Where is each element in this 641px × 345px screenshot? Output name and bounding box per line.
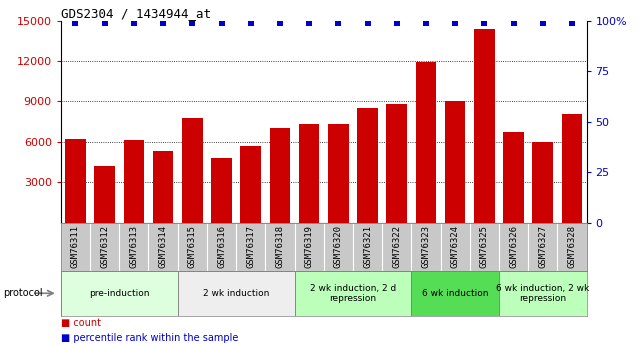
Text: GSM76321: GSM76321 [363,225,372,268]
Text: GSM76326: GSM76326 [509,225,518,268]
Bar [499,271,587,316]
Text: GSM76316: GSM76316 [217,225,226,268]
Text: GSM76314: GSM76314 [158,225,167,268]
Point [275,20,285,26]
Point [479,20,490,26]
Bar [299,124,319,223]
Point [362,20,372,26]
Text: GSM76315: GSM76315 [188,225,197,268]
Text: GSM76312: GSM76312 [100,225,109,268]
Text: pre-induction: pre-induction [89,289,149,298]
Bar [503,132,524,223]
Bar [387,104,407,223]
Bar [415,62,436,223]
Text: protocol: protocol [3,288,43,298]
Bar [294,271,412,316]
Text: ■ count: ■ count [61,318,101,328]
Point [187,20,197,26]
Point [420,20,431,26]
Bar [212,158,232,223]
Text: 6 wk induction: 6 wk induction [422,289,488,298]
Bar [357,108,378,223]
Text: GSM76322: GSM76322 [392,225,401,268]
Bar [562,114,582,223]
Point [246,20,256,26]
Bar [153,151,173,223]
Point [333,20,344,26]
Point [158,20,168,26]
Text: 6 wk induction, 2 wk
repression: 6 wk induction, 2 wk repression [496,284,589,303]
Point [99,20,110,26]
Bar [182,118,203,223]
Text: GSM76328: GSM76328 [567,225,576,268]
Bar [474,29,495,223]
Bar [240,146,261,223]
Text: GSM76324: GSM76324 [451,225,460,268]
Text: GSM76317: GSM76317 [246,225,255,268]
Bar [94,166,115,223]
Point [129,20,139,26]
Point [450,20,460,26]
Text: 2 wk induction: 2 wk induction [203,289,269,298]
Bar [328,124,349,223]
Point [392,20,402,26]
Bar [412,271,499,316]
Point [217,20,227,26]
Text: GSM76313: GSM76313 [129,225,138,268]
Bar [65,139,86,223]
Bar [270,128,290,223]
Bar [533,142,553,223]
Bar [445,101,465,223]
Text: 2 wk induction, 2 d
repression: 2 wk induction, 2 d repression [310,284,396,303]
Text: GSM76327: GSM76327 [538,225,547,268]
Point [538,20,548,26]
Point [508,20,519,26]
Text: GSM76325: GSM76325 [480,225,489,268]
Bar [124,140,144,223]
Text: GSM76323: GSM76323 [421,225,430,268]
Point [304,20,314,26]
Bar [61,271,178,316]
Text: ■ percentile rank within the sample: ■ percentile rank within the sample [61,333,238,343]
Text: GSM76311: GSM76311 [71,225,80,268]
Bar [178,271,294,316]
Text: GSM76319: GSM76319 [304,225,313,268]
Point [71,20,81,26]
Text: GSM76318: GSM76318 [276,225,285,268]
Point [567,20,577,26]
Text: GSM76320: GSM76320 [334,225,343,268]
Text: GDS2304 / 1434944_at: GDS2304 / 1434944_at [61,7,211,20]
